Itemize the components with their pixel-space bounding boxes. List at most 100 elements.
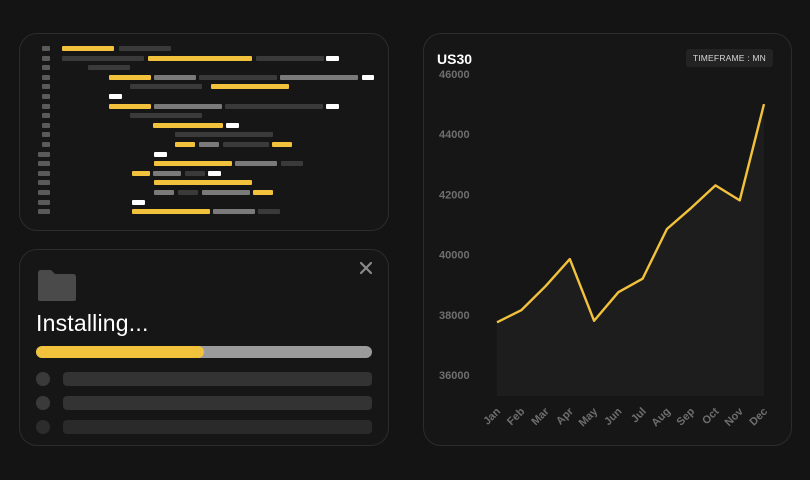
line-gutter xyxy=(38,170,50,176)
code-token xyxy=(256,55,324,61)
code-token xyxy=(154,151,167,157)
y-tick-label: 46000 xyxy=(439,69,470,81)
x-tick-label: Nov xyxy=(723,405,747,429)
line-gutter xyxy=(42,122,50,128)
line-gutter xyxy=(42,103,50,109)
code-token xyxy=(326,103,339,109)
code-token xyxy=(223,142,269,147)
line-gutter xyxy=(38,209,50,215)
placeholder-bar xyxy=(63,396,372,410)
code-token xyxy=(62,55,144,61)
line-gutter xyxy=(42,65,50,71)
code-token xyxy=(253,190,273,195)
code-token xyxy=(119,46,171,51)
x-tick-label: Dec xyxy=(747,406,770,429)
radio-dot xyxy=(36,372,50,386)
x-tick-label: Mar xyxy=(529,405,552,428)
code-token xyxy=(132,199,145,205)
code-token xyxy=(175,132,273,138)
x-tick-label: Jun xyxy=(602,405,625,428)
x-tick-label: Jan xyxy=(481,405,503,427)
line-gutter xyxy=(38,161,50,167)
code-token xyxy=(280,74,358,80)
x-tick-label: May xyxy=(577,405,601,429)
code-token xyxy=(153,122,223,128)
code-token xyxy=(88,65,130,71)
code-token xyxy=(178,190,198,195)
code-token xyxy=(199,142,219,147)
placeholder-bar xyxy=(63,372,372,386)
code-token xyxy=(109,74,151,80)
y-tick-label: 38000 xyxy=(439,310,470,322)
list-item xyxy=(36,371,372,387)
placeholder-bar xyxy=(63,420,372,434)
code-token xyxy=(154,74,196,80)
install-title: Installing... xyxy=(36,310,149,336)
x-tick-label: Oct xyxy=(700,405,722,427)
line-gutter xyxy=(42,74,50,80)
code-token xyxy=(175,142,195,147)
list-item xyxy=(36,419,372,435)
x-tick-label: Aug xyxy=(649,406,673,430)
code-editor-panel xyxy=(19,33,389,231)
radio-dot xyxy=(36,396,50,410)
code-token xyxy=(148,55,252,61)
code-token xyxy=(109,94,122,99)
y-tick-label: 36000 xyxy=(439,370,470,382)
line-gutter xyxy=(38,199,50,205)
line-gutter xyxy=(42,113,50,119)
code-token xyxy=(235,161,277,167)
code-token xyxy=(272,142,292,147)
line-gutter xyxy=(38,151,50,157)
x-tick-label: Apr xyxy=(554,405,576,427)
timeframe-badge[interactable]: TIMEFRAME : MN xyxy=(685,49,773,67)
code-token xyxy=(154,190,174,195)
code-token xyxy=(213,209,255,215)
code-token xyxy=(132,209,210,215)
folder-icon xyxy=(38,270,76,301)
chart-area-fill xyxy=(497,104,764,396)
code-token xyxy=(199,74,277,80)
x-tick-label: Feb xyxy=(505,405,528,428)
series-line xyxy=(496,103,766,324)
radio-dot xyxy=(36,420,50,434)
list-item xyxy=(36,395,372,411)
y-tick-label: 44000 xyxy=(439,129,470,141)
line-gutter xyxy=(42,46,50,51)
code-token xyxy=(130,113,202,119)
line-gutter xyxy=(38,180,50,186)
progress-bar xyxy=(36,346,372,358)
y-tick-label: 42000 xyxy=(439,189,470,201)
x-tick-label: Sep xyxy=(675,405,698,428)
y-tick-label: 40000 xyxy=(439,250,470,262)
code-token xyxy=(326,55,339,61)
code-token xyxy=(154,180,252,186)
code-token xyxy=(132,170,150,176)
code-token xyxy=(153,170,181,176)
chart-title: US30 xyxy=(437,51,473,67)
code-token xyxy=(62,46,114,51)
code-token xyxy=(362,74,374,80)
installer-dialog: Installing... xyxy=(19,249,389,446)
code-token xyxy=(226,122,239,128)
code-token xyxy=(202,190,250,195)
code-token xyxy=(208,170,221,176)
chart-panel: 36000 38000 40000 42000 44000 46000 Jan Feb Mar A… xyxy=(423,33,792,446)
code-token xyxy=(225,103,323,109)
code-token xyxy=(258,209,280,215)
line-gutter xyxy=(42,55,50,61)
line-gutter xyxy=(38,190,50,195)
code-token xyxy=(109,103,151,109)
code-token xyxy=(211,84,289,90)
code-token xyxy=(281,161,303,167)
x-tick-label: Jul xyxy=(629,406,649,426)
line-gutter xyxy=(42,94,50,99)
progress-fill xyxy=(36,346,204,358)
line-gutter xyxy=(42,142,50,147)
line-gutter xyxy=(42,84,50,90)
code-token xyxy=(154,161,232,167)
code-token xyxy=(154,103,222,109)
code-token xyxy=(130,84,202,90)
close-icon[interactable] xyxy=(358,260,374,276)
